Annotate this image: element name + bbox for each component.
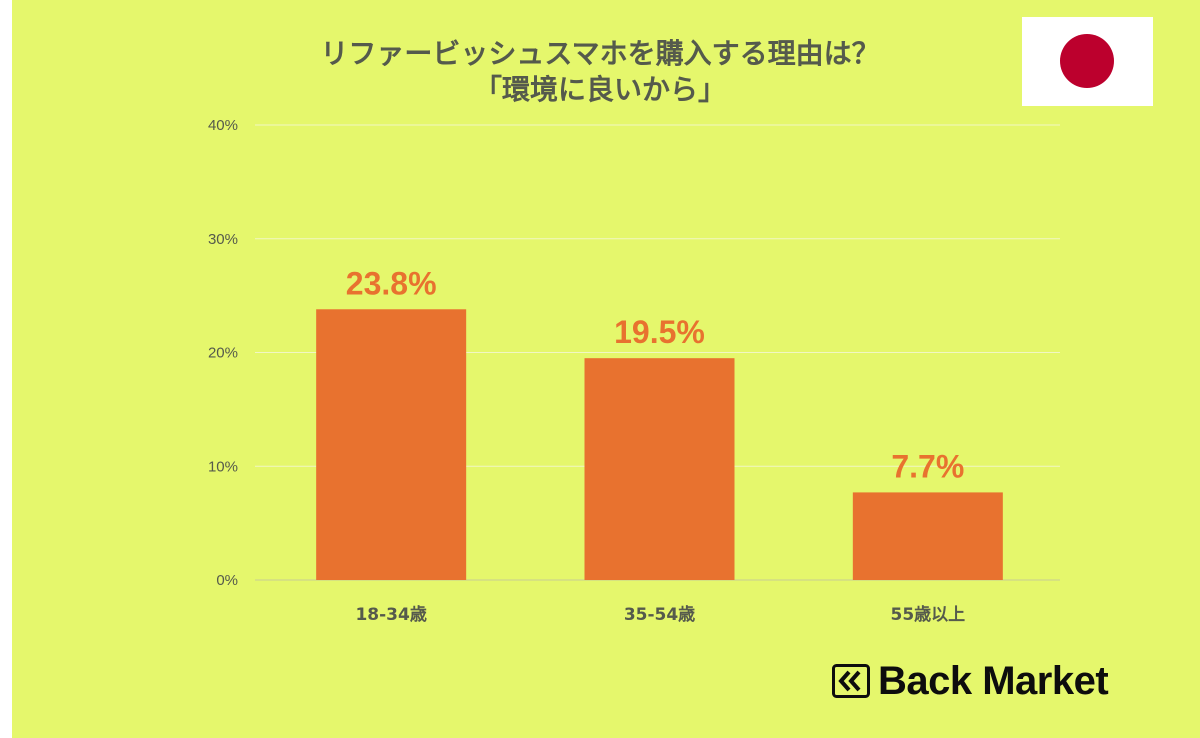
- chart-title: リファービッシュスマホを購入する理由は？ 「環境に良いから」: [200, 36, 1000, 108]
- left-edge-strip: [0, 0, 12, 738]
- y-tick-label: 0%: [216, 572, 238, 589]
- bars: [316, 309, 1003, 580]
- value-labels: 23.8% 19.5% 7.7%: [346, 265, 965, 484]
- y-tick-label: 20%: [208, 345, 238, 362]
- japan-flag-icon: [1022, 17, 1153, 106]
- y-axis-ticks: 0% 10% 20% 30% 40%: [208, 117, 238, 589]
- brand-name: Back Market: [878, 658, 1109, 703]
- bar-value-label: 7.7%: [891, 448, 964, 484]
- chart-title-line-2: 「環境に良いから」: [473, 73, 726, 106]
- double-chevron-icon: [832, 664, 870, 698]
- bar: [852, 492, 1003, 580]
- x-tick-label: 35-54歳: [624, 604, 695, 625]
- y-tick-label: 40%: [208, 117, 238, 134]
- y-tick-label: 10%: [208, 458, 238, 475]
- bar-value-label: 19.5%: [614, 314, 705, 350]
- chart-title-line-1: リファービッシュスマホを購入する理由は？: [320, 37, 880, 70]
- x-tick-label: 55歳以上: [890, 604, 965, 625]
- flag-red-disc: [1060, 34, 1114, 88]
- bar: [584, 358, 735, 580]
- bar: [316, 309, 467, 580]
- y-tick-label: 30%: [208, 231, 238, 248]
- x-axis-ticks: 18-34歳 35-54歳 55歳以上: [355, 604, 965, 625]
- bar-value-label: 23.8%: [346, 265, 437, 301]
- x-tick-label: 18-34歳: [355, 604, 426, 625]
- back-market-logo: Back Market: [832, 658, 1109, 703]
